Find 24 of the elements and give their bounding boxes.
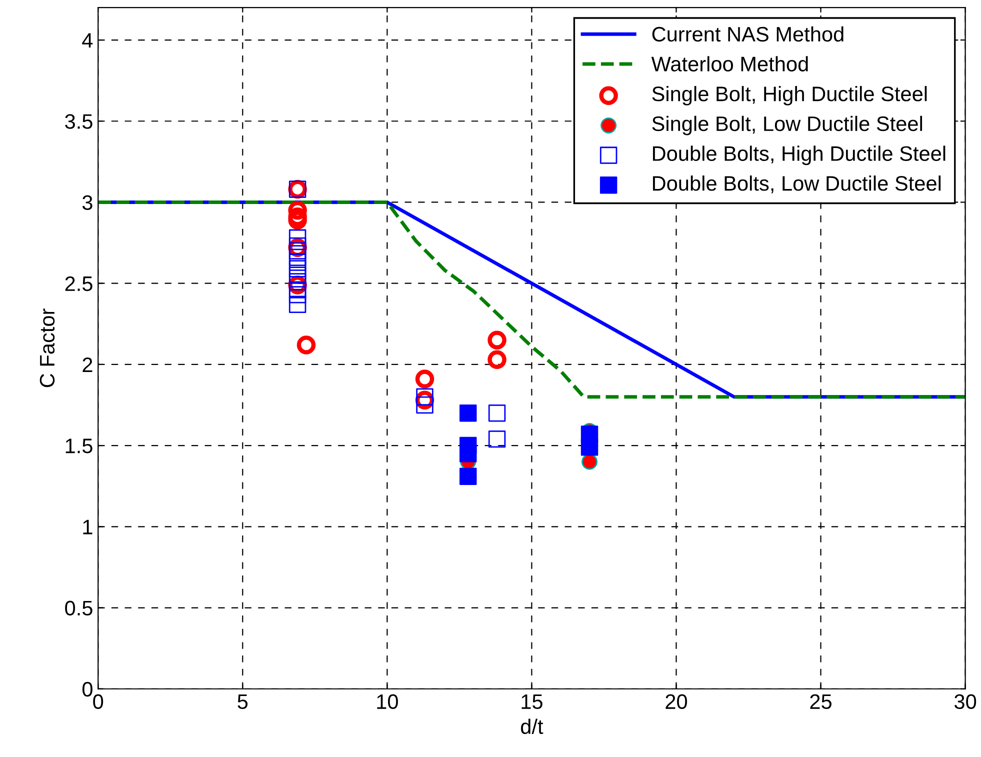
y-axis-title: C Factor — [40, 308, 55, 388]
legend-label: Single Bolt, Low Ductile Steel — [652, 116, 922, 136]
y-tick-label: 1.5 — [66, 438, 92, 454]
x-tick-label: 0 — [93, 694, 104, 710]
legend-label: Double Bolts, Low Ductile Steel — [652, 176, 941, 194]
y-tick-label: 2 — [82, 357, 92, 372]
y-tick-label: 1 — [83, 520, 92, 534]
y-tick-label: 3.5 — [65, 114, 92, 129]
y-tick-label: 4 — [82, 33, 93, 48]
x-axis-title: d/t — [520, 718, 544, 734]
x-tick-label: 30 — [954, 694, 976, 710]
x-tick-label: 5 — [238, 694, 248, 710]
y-tick-label: 2.5 — [65, 276, 92, 292]
legend-label: Waterloo Method — [651, 56, 808, 72]
y-tick-label: 0 — [82, 682, 92, 697]
x-tick-label: 10 — [377, 694, 398, 710]
x-tick-label: 25 — [810, 694, 832, 710]
y-tick-label: 3 — [82, 195, 92, 210]
y-tick-label: 0.5 — [65, 600, 92, 616]
x-tick-label: 15 — [522, 694, 542, 710]
legend-label: Double Bolts, High Ductile Steel — [652, 146, 946, 166]
legend-label: Current NAS Method — [652, 26, 844, 42]
x-tick-label: 20 — [666, 694, 688, 710]
legend-label: Single Bolt, High Ductile Steel — [652, 86, 927, 106]
